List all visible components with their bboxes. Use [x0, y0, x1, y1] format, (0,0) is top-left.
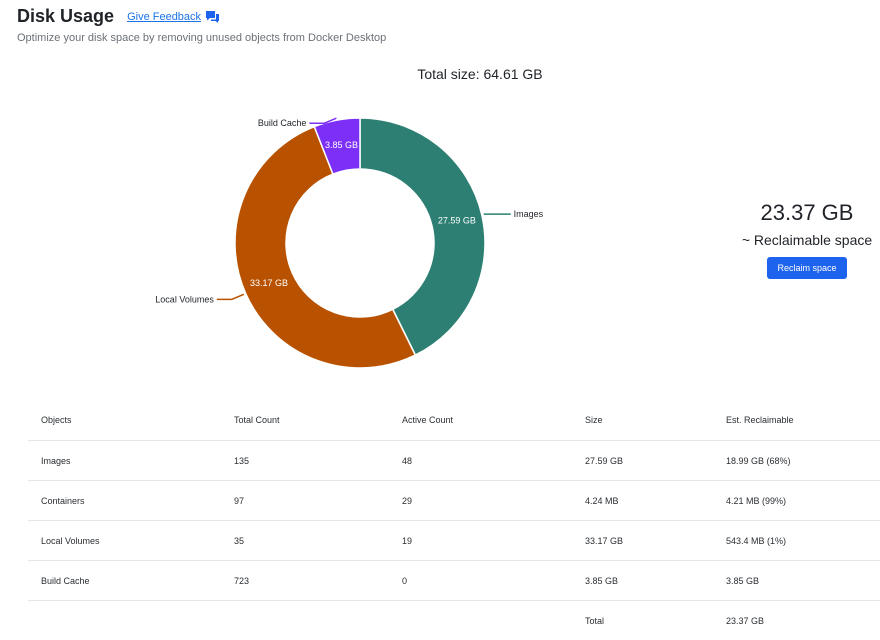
column-header: Active Count — [402, 414, 454, 425]
category-label-local-volumes: Local Volumes — [155, 294, 214, 304]
category-label-build-cache: Build Cache — [258, 118, 307, 128]
table-cell: 35 — [234, 535, 245, 546]
table-cell: Containers — [41, 495, 85, 506]
table-cell: 723 — [234, 575, 250, 586]
category-label-images: Images — [514, 209, 544, 219]
reclaimable-panel: 23.37 GB ~ Reclaimable space Reclaim spa… — [726, 200, 880, 279]
reclaimable-value: 23.37 GB — [760, 200, 854, 225]
slice-images — [359, 117, 486, 357]
give-feedback-link[interactable]: Give Feedback — [127, 10, 220, 24]
slice-value-label: 27.59 GB — [438, 215, 476, 225]
table-cell: Build Cache — [41, 575, 90, 586]
table-header-row: Objects Total Count Active Count Size Es… — [28, 399, 880, 441]
chat-bubbles-icon[interactable] — [205, 10, 220, 24]
column-header: Total Count — [234, 414, 280, 425]
give-feedback-label[interactable]: Give Feedback — [127, 10, 202, 23]
page-header: Disk Usage Give Feedback Optimize your d… — [17, 6, 386, 44]
table-cell: 4.24 MB — [585, 495, 619, 506]
title-row: Disk Usage Give Feedback — [17, 6, 386, 27]
table-cell: 27.59 GB — [585, 455, 624, 466]
table-row: Containers 97 29 4.24 MB 4.21 MB (99%) — [28, 481, 880, 521]
table-cell: 33.17 GB — [585, 535, 624, 546]
table-cell: 29 — [402, 495, 413, 506]
column-header: Est. Reclaimable — [726, 414, 794, 425]
table-row: Build Cache 723 0 3.85 GB 3.85 GB — [28, 561, 880, 601]
table-cell: 135 — [234, 455, 250, 466]
table-cell: 19 — [402, 535, 413, 546]
slice-local-volumes — [234, 125, 417, 369]
total-label: Total — [585, 615, 605, 626]
table-row: Local Volumes 35 19 33.17 GB 543.4 MB (1… — [28, 521, 880, 561]
table-cell: 3.85 GB — [726, 575, 760, 586]
callout-line — [216, 293, 245, 301]
table-cell: Local Volumes — [41, 535, 100, 546]
callout-line — [309, 117, 337, 124]
table-cell: 543.4 MB (1%) — [726, 535, 787, 546]
slice-value-label: 33.17 GB — [250, 278, 288, 288]
reclaimable-label: ~ Reclaimable space — [741, 232, 873, 248]
total-value: 23.37 GB — [726, 615, 765, 626]
column-header: Size — [585, 414, 603, 425]
table-cell: 4.21 MB (99%) — [726, 495, 787, 506]
table-row: Images 135 48 27.59 GB 18.99 GB (68%) — [28, 441, 880, 481]
table-cell: 48 — [402, 455, 413, 466]
disk-usage-donut-chart: 27.59 GB Images 33.17 GB Local Volumes 3.85 … — [155, 117, 544, 369]
table-cell: 97 — [234, 495, 245, 506]
page-title: Disk Usage — [17, 6, 115, 26]
disk-usage-table: Objects Total Count Active Count Size Es… — [28, 399, 880, 640]
table-cell: Images — [41, 455, 71, 466]
table-cell: 3.85 GB — [585, 575, 619, 586]
reclaim-space-button[interactable]: Reclaim space — [767, 257, 847, 279]
table-cell: 0 — [402, 575, 408, 586]
column-header: Objects — [41, 414, 72, 425]
page-subtitle: Optimize your disk space by removing unu… — [17, 32, 387, 44]
total-size: Total size: 64.61 GB — [417, 66, 543, 82]
slice-value-label: 3.85 GB — [325, 140, 358, 150]
table-cell: 18.99 GB (68%) — [726, 455, 791, 466]
table-total-row: Total 23.37 GB — [28, 601, 880, 640]
